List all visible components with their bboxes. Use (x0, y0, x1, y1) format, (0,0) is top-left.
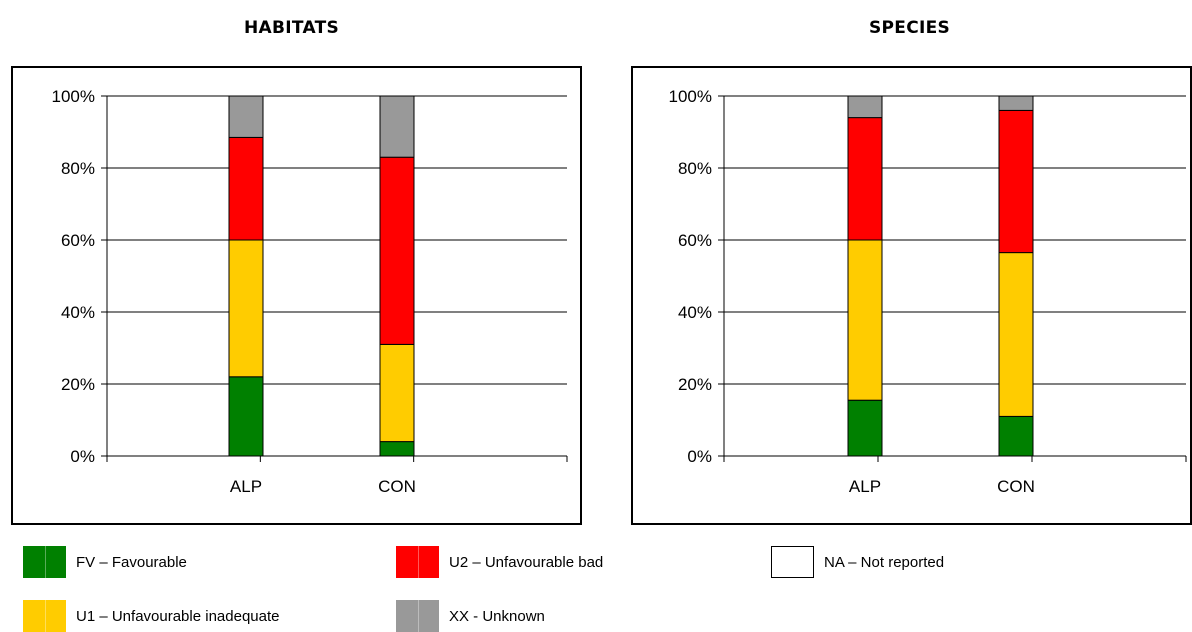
habitats-bar-con-xx (379, 95, 415, 158)
habitats-y-tick-label: 100% (52, 87, 95, 106)
species-bar-con-u2 (998, 109, 1034, 254)
species-y-tick-label: 20% (678, 375, 712, 394)
habitats-chart-title: HABITATS (244, 18, 340, 38)
legend-label-xx: XX - Unknown (449, 607, 545, 625)
legend-swatch-na (771, 546, 814, 578)
legend-item-xx: XX - Unknown (396, 600, 545, 632)
species-bar-con-fv (998, 415, 1034, 457)
habitats-y-tick-label: 60% (61, 231, 95, 250)
species-bar-alp-xx (847, 95, 883, 119)
habitats-bar-con-u1 (379, 343, 415, 443)
species-bar-alp-u2 (847, 117, 883, 241)
legend-label-u1: U1 – Unfavourable inadequate (76, 607, 280, 625)
species-bar-alp-u1 (847, 239, 883, 401)
species-x-tick-label: ALP (849, 477, 881, 496)
habitats-bar-alp-xx (228, 95, 264, 138)
species-y-tick-label: 80% (678, 159, 712, 178)
species-bar-con-xx (998, 95, 1034, 111)
species-y-tick-label: 40% (678, 303, 712, 322)
habitats-bar-con-u2 (379, 156, 415, 345)
legend-swatch-xx (396, 600, 439, 632)
legend-label-na: NA – Not reported (824, 553, 945, 571)
habitats-chart-frame (11, 66, 582, 525)
habitats-bar-con-fv (379, 441, 415, 457)
habitats-y-tick-label: 20% (61, 375, 95, 394)
species-y-tick-label: 0% (687, 447, 712, 466)
habitats-y-tick-label: 80% (61, 159, 95, 178)
habitats-x-tick-label: CON (378, 477, 416, 496)
habitats-y-tick-label: 40% (61, 303, 95, 322)
habitats-bar-alp-u2 (228, 136, 264, 241)
legend-label-u2: U2 – Unfavourable bad (449, 553, 604, 571)
legend-label-fv: FV – Favourable (76, 553, 187, 571)
species-chart-title: SPECIES (869, 18, 951, 38)
legend-item-u1: U1 – Unfavourable inadequate (23, 600, 279, 632)
species-bar-alp-fv (847, 399, 883, 457)
habitats-x-tick-label: ALP (230, 477, 262, 496)
species-x-tick-label: CON (997, 477, 1035, 496)
habitats-bar-alp-u1 (228, 239, 264, 378)
habitats-y-tick-label: 0% (70, 447, 95, 466)
legend-item-u2: U2 – Unfavourable bad (396, 546, 603, 578)
legend-swatch-fv (23, 546, 66, 578)
legend-item-na: NA – Not reported (771, 546, 944, 578)
legend-swatch-u1 (23, 600, 66, 632)
habitats-bar-alp-fv (228, 376, 264, 457)
species-y-tick-label: 60% (678, 231, 712, 250)
legend-swatch-u2 (396, 546, 439, 578)
species-y-tick-label: 100% (669, 87, 712, 106)
species-bar-con-u1 (998, 252, 1034, 417)
legend-item-fv: FV – Favourable (23, 546, 187, 578)
